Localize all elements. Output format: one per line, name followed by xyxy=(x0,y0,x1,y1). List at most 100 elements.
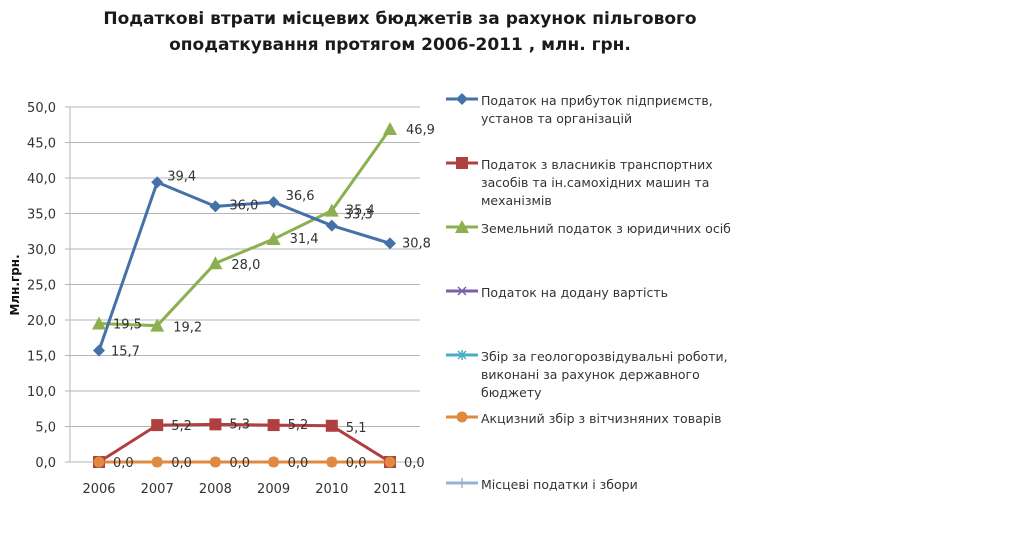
series-markers xyxy=(92,122,397,468)
chart-title: Податкові втрати місцевих бюджетів за ра… xyxy=(103,9,697,55)
data-point xyxy=(267,196,280,209)
series-lines xyxy=(97,128,392,464)
x-tick-label: 2009 xyxy=(257,482,290,497)
data-point xyxy=(325,219,338,232)
data-label: 33,3 xyxy=(344,208,373,223)
data-label: 15,7 xyxy=(111,345,140,360)
x-tick-label: 2007 xyxy=(141,482,174,497)
data-label: 0,0 xyxy=(288,456,309,471)
series-line xyxy=(98,422,391,464)
legend-key-diamond-icon xyxy=(446,93,478,105)
data-point xyxy=(324,203,339,217)
y-tick-label: 50,0 xyxy=(27,101,56,116)
data-label: 0,0 xyxy=(346,456,367,471)
legend-key-star-icon xyxy=(446,350,478,360)
data-label: 19,5 xyxy=(113,318,142,333)
legend-key-circle-icon xyxy=(446,411,478,423)
data-point xyxy=(455,220,469,233)
y-tick-label: 30,0 xyxy=(27,243,56,258)
y-axis-label: Млн.грн. xyxy=(8,254,22,315)
y-axis-ticks: 0,0 5,0 10,0 15,0 20,0 25,0 30,0 35,0 40,0 45,0 50… xyxy=(27,101,56,471)
data-labels: 15,7 39,4 36,0 36,6 33,3 30,8 5,2 5,3 5,2 5,1 19,5… xyxy=(111,123,435,471)
data-point xyxy=(325,419,338,432)
y-tick-label: 20,0 xyxy=(27,314,56,329)
y-tick-label: 5,0 xyxy=(35,421,56,436)
legend-label: Акцизний збір з вітчизняних товарів xyxy=(481,411,722,426)
legend-item: Земельний податок з юридичних осіб xyxy=(445,220,741,238)
data-label: 0,0 xyxy=(404,456,425,471)
data-point xyxy=(209,456,221,468)
data-label: 28,0 xyxy=(231,258,260,273)
data-point xyxy=(456,157,468,169)
data-point xyxy=(209,418,222,431)
y-tick-label: 10,0 xyxy=(27,385,56,400)
data-label: 31,4 xyxy=(290,232,319,247)
data-point xyxy=(93,456,105,468)
data-label: 5,2 xyxy=(171,419,192,434)
legend-item: Податок на додану вартість xyxy=(445,284,741,302)
data-label: 0,0 xyxy=(171,456,192,471)
legend-label: Податок з власників транспортних засобів… xyxy=(481,157,713,208)
data-point xyxy=(457,350,467,360)
legend-key-plus-icon xyxy=(446,478,478,488)
gridlines xyxy=(70,106,420,463)
legend-key-x-icon xyxy=(446,286,478,296)
data-label: 5,3 xyxy=(229,417,250,432)
x-tick-label: 2011 xyxy=(373,482,406,497)
legend-label: Місцеві податки і збори xyxy=(481,477,638,492)
data-label: 39,4 xyxy=(167,169,196,184)
data-label: 46,9 xyxy=(406,123,435,138)
data-label: 36,6 xyxy=(286,189,315,204)
x-tick-label: 2010 xyxy=(315,482,348,497)
data-point xyxy=(457,478,467,488)
data-point xyxy=(384,456,396,468)
y-tick-label: 45,0 xyxy=(27,137,56,152)
data-point xyxy=(456,93,468,105)
y-tick-label: 15,0 xyxy=(27,350,56,365)
data-point xyxy=(266,232,281,246)
data-label: 36,0 xyxy=(229,198,258,213)
data-label: 5,1 xyxy=(346,421,367,436)
data-point xyxy=(151,456,163,468)
legend-item: Акцизний збір з вітчизняних товарів xyxy=(445,410,741,428)
data-label: 30,8 xyxy=(402,236,431,251)
data-label: 0,0 xyxy=(113,456,134,471)
legend-label: Земельний податок з юридичних осіб xyxy=(481,221,731,236)
x-tick-label: 2008 xyxy=(199,482,232,497)
y-tick-label: 40,0 xyxy=(27,172,56,187)
y-tick-label: 0,0 xyxy=(35,456,56,471)
data-point xyxy=(456,411,468,423)
data-point xyxy=(92,316,106,330)
data-point xyxy=(209,200,222,213)
legend-item: Місцеві податки і збори xyxy=(445,476,741,494)
data-label: 19,2 xyxy=(173,321,202,336)
legend-label: Збір за геологорозвідувальні роботи, вик… xyxy=(481,349,728,400)
legend-item: Збір за геологорозвідувальні роботи, вик… xyxy=(445,348,741,402)
legend-key-square-icon xyxy=(446,157,478,169)
data-point xyxy=(208,256,223,270)
legend-item: Податок з власників транспортних засобів… xyxy=(445,156,741,210)
legend-item: Податок на прибуток підприємств, установ… xyxy=(445,92,741,128)
data-point xyxy=(268,456,280,468)
data-point xyxy=(93,344,105,357)
data-point xyxy=(150,318,165,332)
series-line xyxy=(98,128,392,328)
legend-label: Податок на прибуток підприємств, установ… xyxy=(481,93,713,126)
data-point xyxy=(267,419,280,432)
x-tick-label: 2006 xyxy=(82,482,115,497)
data-point xyxy=(151,176,164,189)
legend-label: Податок на додану вартість xyxy=(481,285,668,300)
series-line xyxy=(97,180,391,352)
data-label: 5,2 xyxy=(288,418,309,433)
data-point xyxy=(457,286,467,296)
legend-key-triangle-icon xyxy=(446,220,478,233)
data-point xyxy=(326,456,338,468)
y-tick-label: 25,0 xyxy=(27,279,56,294)
data-point xyxy=(383,122,397,136)
x-axis-ticks: 2006 2007 2008 2009 2010 2011 xyxy=(82,482,406,497)
data-point xyxy=(151,419,164,432)
data-label: 35,4 xyxy=(346,204,375,219)
data-point xyxy=(384,237,396,250)
y-tick-label: 35,0 xyxy=(27,208,56,223)
